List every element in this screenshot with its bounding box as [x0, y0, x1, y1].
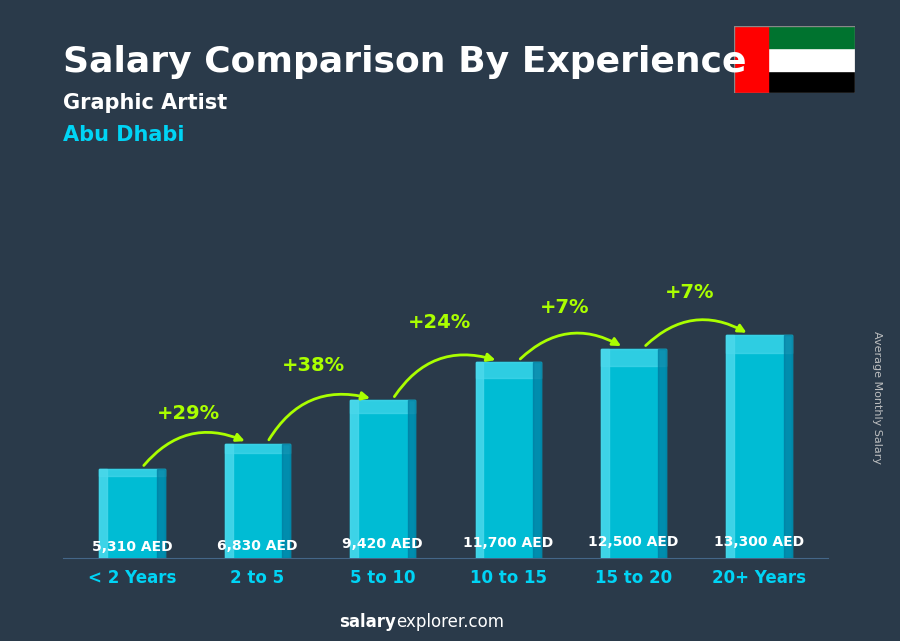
Bar — [768, 71, 855, 93]
Text: Graphic Artist: Graphic Artist — [63, 93, 227, 113]
Text: +7%: +7% — [540, 298, 590, 317]
Text: 11,700 AED: 11,700 AED — [464, 536, 554, 550]
Bar — [768, 48, 855, 71]
Bar — [659, 349, 666, 558]
Bar — [601, 349, 666, 558]
Bar — [726, 335, 792, 353]
Bar — [475, 362, 541, 378]
Bar — [283, 444, 290, 558]
Bar — [475, 362, 483, 558]
Bar — [350, 400, 416, 413]
Bar — [157, 469, 165, 558]
Bar — [726, 335, 734, 558]
Text: 13,300 AED: 13,300 AED — [714, 535, 804, 549]
Bar — [99, 469, 165, 558]
Bar — [734, 26, 768, 93]
Bar — [768, 26, 855, 48]
Bar — [99, 469, 107, 558]
Text: +38%: +38% — [283, 356, 346, 375]
Text: 9,420 AED: 9,420 AED — [343, 537, 423, 551]
Bar — [601, 349, 666, 365]
Text: +7%: +7% — [665, 283, 715, 302]
Bar — [99, 469, 165, 476]
Bar — [601, 349, 608, 558]
Text: 6,830 AED: 6,830 AED — [217, 539, 298, 553]
Bar — [225, 444, 290, 558]
Text: Abu Dhabi: Abu Dhabi — [63, 125, 184, 145]
Text: salary: salary — [339, 613, 396, 631]
Bar — [408, 400, 416, 558]
Text: +24%: +24% — [408, 313, 471, 332]
Bar — [533, 362, 541, 558]
Text: +29%: +29% — [157, 404, 220, 423]
Text: explorer.com: explorer.com — [396, 613, 504, 631]
Text: Salary Comparison By Experience: Salary Comparison By Experience — [63, 45, 746, 79]
Bar — [350, 400, 416, 558]
Text: 12,500 AED: 12,500 AED — [589, 535, 679, 549]
Bar — [225, 444, 232, 558]
Text: Average Monthly Salary: Average Monthly Salary — [872, 331, 883, 464]
Bar — [784, 335, 792, 558]
Bar — [350, 400, 358, 558]
Text: 5,310 AED: 5,310 AED — [92, 540, 172, 554]
Bar — [726, 335, 792, 558]
Bar — [475, 362, 541, 558]
Bar — [225, 444, 290, 453]
